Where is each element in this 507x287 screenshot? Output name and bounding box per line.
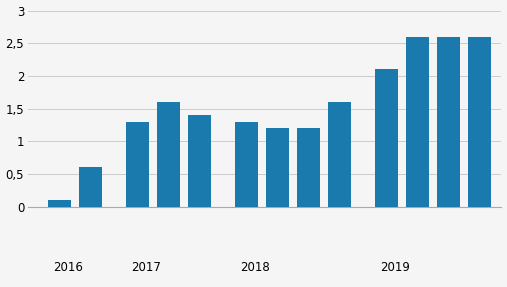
Text: 2017: 2017 — [131, 261, 161, 274]
Bar — [235, 122, 258, 207]
Text: 2018: 2018 — [240, 261, 270, 274]
Bar — [297, 128, 320, 207]
Bar — [406, 37, 429, 207]
Bar — [266, 128, 289, 207]
Bar — [328, 102, 351, 207]
Bar — [375, 69, 398, 207]
Bar — [437, 37, 460, 207]
Bar — [188, 115, 211, 207]
Bar — [468, 37, 491, 207]
Bar — [48, 200, 71, 207]
Text: 2019: 2019 — [380, 261, 410, 274]
Bar — [79, 167, 102, 207]
Text: 2016: 2016 — [53, 261, 83, 274]
Bar — [126, 122, 149, 207]
Bar — [157, 102, 180, 207]
